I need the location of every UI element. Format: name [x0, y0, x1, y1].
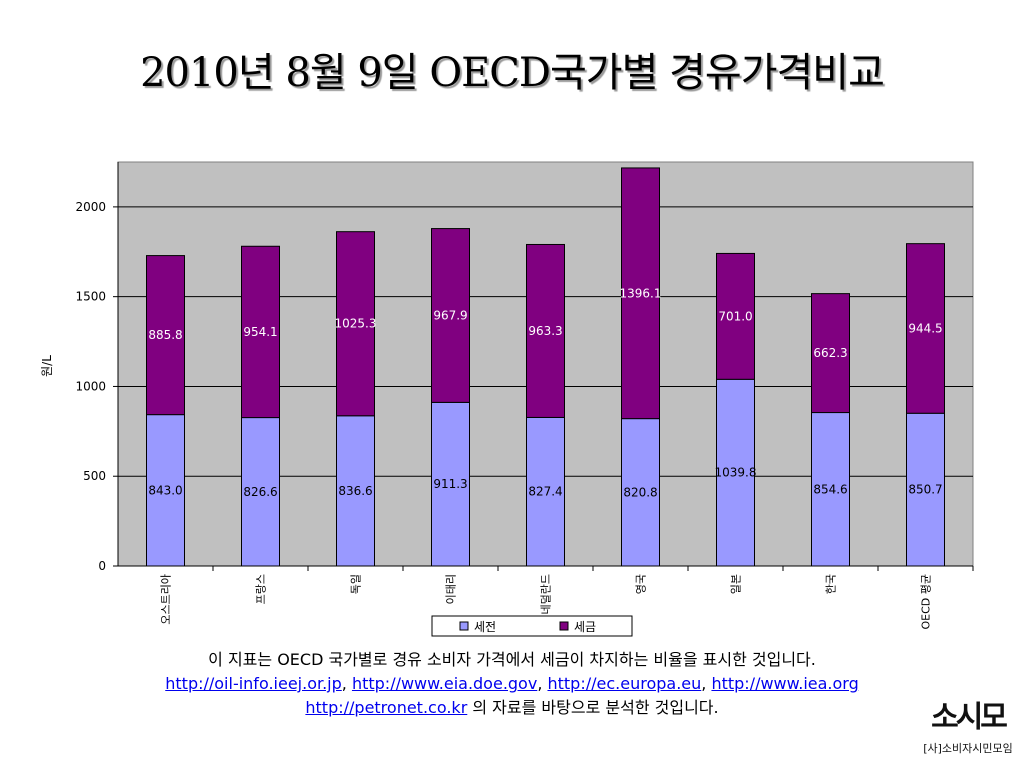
link-separator: ,	[341, 674, 352, 693]
link-separator: ,	[701, 674, 712, 693]
bar-pretax	[811, 412, 850, 567]
caption-suffix: 의 자료를 바탕으로 분석한 것입니다.	[467, 698, 719, 717]
link-petronet[interactable]: http://petronet.co.kr	[305, 698, 468, 717]
bar-pretax	[431, 401, 470, 567]
x-tick-label: 한국	[825, 574, 838, 594]
slide-title: 2010년 8월 9일 OECD국가별 경유가격비교	[140, 50, 885, 96]
data-label-tax: 701.0	[718, 309, 752, 323]
legend-box	[431, 615, 633, 637]
y-tick-label: 1000	[75, 379, 106, 393]
bar-pretax	[906, 412, 945, 567]
bar-tax	[526, 243, 565, 418]
stacked-bar-chart: 0 500 1000 1500 2000 원/L 843.0 885.8 오스트리아 826.6 9…	[40, 161, 974, 637]
x-tick-label: 영국	[635, 574, 648, 594]
bar-tax	[621, 167, 660, 420]
data-label-pretax: 843.0	[148, 483, 182, 497]
bar-tax	[241, 245, 280, 419]
bar-tax	[906, 243, 945, 414]
x-tick-label: 오스트리아	[160, 574, 173, 625]
caption-line-1: 이 지표는 OECD 국가별로 경유 소비자 가격에서 세금이 차지하는 비율을…	[208, 650, 816, 669]
y-tick-label: 2000	[75, 200, 106, 214]
data-label-pretax: 854.6	[813, 482, 847, 496]
bar-pretax	[716, 378, 755, 567]
data-label-pretax: 850.7	[908, 483, 942, 497]
bar-pretax	[526, 416, 565, 567]
x-tick-label: 네덜란드	[540, 574, 553, 614]
y-axis-label: 원/L	[40, 355, 54, 377]
caption-line-3: http://petronet.co.kr 의 자료를 바탕으로 분석한 것입니…	[60, 696, 964, 720]
link-iea[interactable]: http://www.iea.org	[711, 674, 859, 693]
y-tick-label: 500	[83, 469, 106, 483]
bar-pretax	[241, 417, 280, 567]
x-tick-label: 프랑스	[255, 574, 268, 604]
logo-mark: 소시모	[931, 700, 1008, 735]
legend-swatch	[559, 621, 569, 631]
bar-pretax	[336, 415, 375, 567]
bar-tax	[716, 252, 755, 380]
data-label-tax: 1025.3	[335, 317, 377, 331]
x-tick-label: 독일	[349, 574, 363, 594]
y-tick-label: 1500	[75, 290, 106, 304]
data-label-pretax: 820.8	[623, 485, 657, 499]
bar-tax	[336, 231, 375, 417]
data-label-tax: 1396.1	[620, 286, 662, 300]
bar-pretax	[146, 414, 185, 567]
data-label-tax: 967.9	[433, 308, 467, 322]
link-separator: ,	[537, 674, 548, 693]
data-label-tax: 944.5	[908, 321, 942, 335]
organization-logo: 소시모 [사]소비자시민모임	[918, 700, 1018, 766]
link-eia[interactable]: http://www.eia.doe.gov	[351, 674, 538, 693]
link-ieej[interactable]: http://oil-info.ieej.or.jp	[165, 674, 342, 693]
data-label-tax: 885.8	[148, 328, 182, 342]
x-tick-label: 이태리	[445, 574, 458, 604]
data-label-tax: 963.3	[528, 324, 562, 338]
data-label-tax: 662.3	[813, 346, 847, 360]
legend-swatch	[459, 621, 469, 631]
bar-tax	[811, 293, 850, 414]
data-label-pretax: 836.6	[338, 484, 372, 498]
legend-label: 세금	[574, 620, 596, 634]
data-label-pretax: 826.6	[243, 485, 277, 499]
logo-subtitle: [사]소비자시민모임	[923, 742, 1013, 755]
caption: 이 지표는 OECD 국가별로 경유 소비자 가격에서 세금이 차지하는 비율을…	[60, 648, 964, 720]
data-label-pretax: 827.4	[528, 485, 562, 499]
bar-pretax	[621, 418, 660, 567]
link-ec-europa[interactable]: http://ec.europa.eu	[547, 674, 702, 693]
bar-tax	[146, 255, 185, 416]
data-label-tax: 954.1	[243, 325, 277, 339]
x-tick-label: 일본	[729, 574, 743, 594]
data-label-pretax: 911.3	[433, 477, 467, 491]
caption-line-2: http://oil-info.ieej.or.jp, http://www.e…	[60, 672, 964, 696]
y-tick-label: 0	[98, 559, 106, 573]
data-label-pretax: 1039.8	[715, 466, 757, 480]
bar-tax	[431, 228, 470, 403]
legend-label: 세전	[474, 620, 496, 634]
x-tick-label: OECD 평균	[920, 574, 933, 630]
